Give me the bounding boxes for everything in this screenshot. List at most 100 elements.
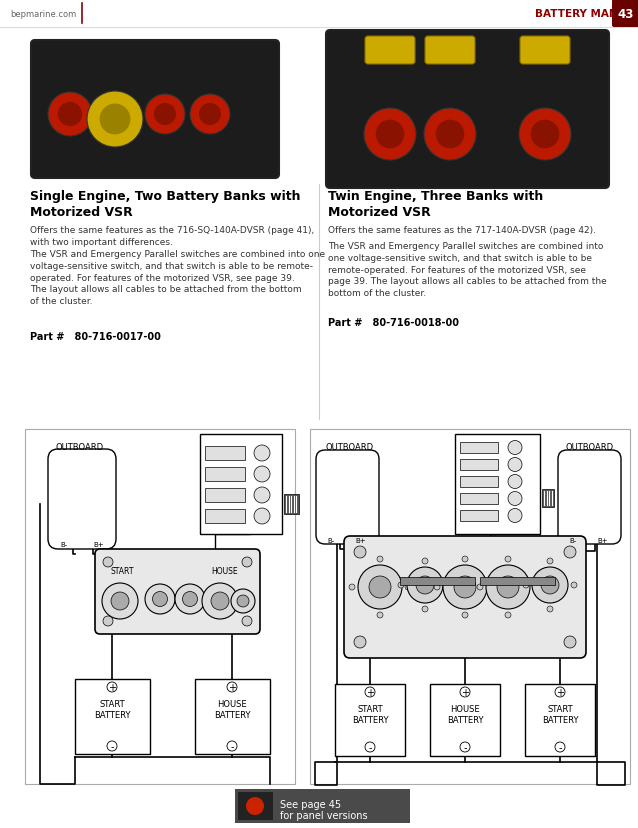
Bar xyxy=(75,679,150,754)
Circle shape xyxy=(443,566,487,609)
Bar xyxy=(400,577,475,585)
Circle shape xyxy=(354,546,366,558)
Circle shape xyxy=(508,458,522,472)
Circle shape xyxy=(377,556,383,562)
Circle shape xyxy=(505,612,511,619)
Circle shape xyxy=(58,103,82,127)
FancyBboxPatch shape xyxy=(520,37,570,65)
Circle shape xyxy=(422,558,428,565)
Circle shape xyxy=(152,592,168,607)
Bar xyxy=(200,435,282,534)
FancyBboxPatch shape xyxy=(365,37,415,65)
Bar xyxy=(480,577,555,585)
Text: B+: B+ xyxy=(93,542,103,547)
Text: +: + xyxy=(556,687,564,697)
Circle shape xyxy=(446,582,452,588)
Circle shape xyxy=(242,616,252,626)
FancyBboxPatch shape xyxy=(344,537,586,658)
Circle shape xyxy=(254,508,270,524)
Circle shape xyxy=(434,585,440,590)
Circle shape xyxy=(377,612,383,619)
Text: Part #   80-716-0018-00: Part # 80-716-0018-00 xyxy=(328,318,459,328)
FancyBboxPatch shape xyxy=(326,31,609,189)
Text: START
BATTERY: START BATTERY xyxy=(94,699,130,720)
Text: B-: B- xyxy=(60,542,67,547)
Text: START: START xyxy=(110,566,134,575)
Circle shape xyxy=(145,95,185,135)
Text: See page 45: See page 45 xyxy=(280,799,341,809)
Text: -: - xyxy=(230,741,234,751)
Text: -: - xyxy=(463,742,467,752)
Circle shape xyxy=(508,492,522,506)
Text: +: + xyxy=(461,687,469,697)
Circle shape xyxy=(547,558,553,565)
Bar xyxy=(205,489,245,503)
Circle shape xyxy=(416,576,434,595)
Text: -: - xyxy=(558,742,561,752)
Circle shape xyxy=(436,121,464,149)
Circle shape xyxy=(462,556,468,562)
Bar xyxy=(460,442,498,454)
Circle shape xyxy=(354,636,366,648)
Circle shape xyxy=(564,636,576,648)
Bar xyxy=(284,494,299,514)
FancyBboxPatch shape xyxy=(316,450,379,544)
Circle shape xyxy=(505,556,511,562)
Text: B+: B+ xyxy=(597,537,607,543)
Circle shape xyxy=(364,108,416,161)
Circle shape xyxy=(490,585,496,590)
Text: B-: B- xyxy=(569,537,576,543)
Circle shape xyxy=(111,592,129,610)
Text: for panel versions: for panel versions xyxy=(280,810,367,820)
Text: OUTBOARD: OUTBOARD xyxy=(325,442,373,451)
Text: +: + xyxy=(228,682,236,692)
Circle shape xyxy=(531,121,560,149)
Circle shape xyxy=(519,108,571,161)
Text: -: - xyxy=(110,741,114,751)
Text: B+: B+ xyxy=(355,537,366,543)
Text: Offers the same features as the 716-SQ-140A-DVSR (page 41),
with two important d: Offers the same features as the 716-SQ-1… xyxy=(30,226,315,247)
FancyBboxPatch shape xyxy=(31,41,279,179)
Text: HOUSE: HOUSE xyxy=(212,566,239,575)
Text: +: + xyxy=(108,682,116,692)
Circle shape xyxy=(564,546,576,558)
Circle shape xyxy=(246,797,264,815)
Bar xyxy=(235,789,410,823)
Bar xyxy=(455,435,540,534)
Bar xyxy=(430,684,500,756)
Circle shape xyxy=(376,121,404,149)
Bar xyxy=(542,489,554,508)
Circle shape xyxy=(398,582,404,588)
Circle shape xyxy=(523,582,529,588)
Circle shape xyxy=(154,104,176,126)
Bar xyxy=(205,446,245,460)
FancyBboxPatch shape xyxy=(612,0,638,28)
Circle shape xyxy=(254,445,270,461)
Circle shape xyxy=(424,108,476,161)
Circle shape xyxy=(175,585,205,614)
Text: OUTBOARD: OUTBOARD xyxy=(565,442,613,451)
Text: START
BATTERY: START BATTERY xyxy=(542,704,578,724)
Bar xyxy=(310,430,630,784)
Circle shape xyxy=(254,466,270,483)
Circle shape xyxy=(87,92,143,148)
Circle shape xyxy=(477,585,483,590)
Circle shape xyxy=(462,612,468,619)
Circle shape xyxy=(497,576,519,599)
Circle shape xyxy=(100,104,130,135)
Text: Twin Engine, Three Banks with
Motorized VSR: Twin Engine, Three Banks with Motorized … xyxy=(328,190,543,219)
Circle shape xyxy=(254,488,270,503)
Circle shape xyxy=(202,583,238,619)
Circle shape xyxy=(242,557,252,567)
Circle shape xyxy=(533,585,539,590)
Text: BATTERY MANAGEMENT: BATTERY MANAGEMENT xyxy=(535,9,638,19)
Circle shape xyxy=(508,475,522,489)
Circle shape xyxy=(182,592,198,607)
Bar xyxy=(460,510,498,522)
Circle shape xyxy=(103,557,113,567)
Circle shape xyxy=(541,576,559,595)
Circle shape xyxy=(407,567,443,604)
Circle shape xyxy=(369,576,391,599)
Bar xyxy=(0,0,638,28)
Circle shape xyxy=(422,606,428,612)
